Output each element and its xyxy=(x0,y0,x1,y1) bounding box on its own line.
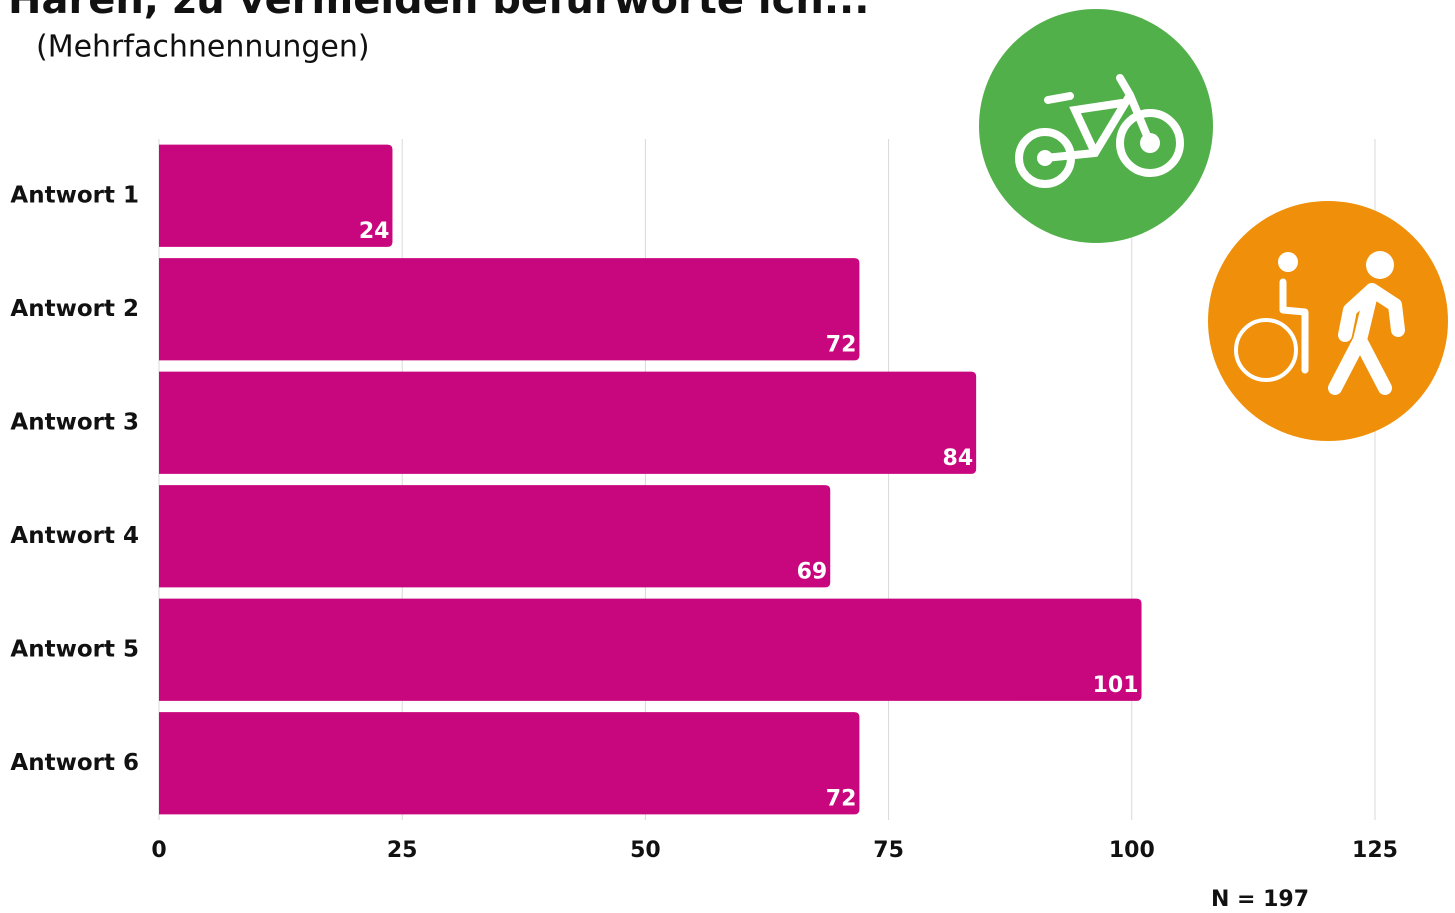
value-label: 72 xyxy=(826,786,857,811)
bike-icon xyxy=(979,9,1213,243)
value-label: 101 xyxy=(1093,673,1139,698)
pedestrian-icon xyxy=(1208,201,1448,441)
value-label: 24 xyxy=(359,219,390,244)
bar xyxy=(159,598,1142,701)
x-tick-label: 100 xyxy=(1109,838,1155,863)
bar xyxy=(159,485,831,588)
bar xyxy=(159,258,860,361)
x-tick-label: 75 xyxy=(873,838,904,863)
value-label: 69 xyxy=(797,559,828,584)
y-tick-label: Antwort 4 xyxy=(10,523,139,549)
x-tick-label: 125 xyxy=(1352,838,1398,863)
chart-title: Haren, zu vermeiden befürworte ich... xyxy=(8,0,869,23)
sample-size: N = 197 xyxy=(1211,887,1309,912)
chart-subtitle: (Mehrfachnennungen) xyxy=(36,30,370,65)
y-tick-label: Antwort 3 xyxy=(10,409,139,435)
y-tick-label: Antwort 2 xyxy=(10,296,139,322)
x-tick-label: 0 xyxy=(151,838,166,863)
y-tick-label: Antwort 6 xyxy=(10,750,139,776)
bar xyxy=(159,712,860,815)
value-label: 84 xyxy=(943,446,974,471)
bar xyxy=(159,144,393,247)
x-tick-label: 50 xyxy=(630,838,661,863)
y-tick-label: Antwort 1 xyxy=(10,182,139,208)
y-tick-label: Antwort 5 xyxy=(10,636,139,662)
x-tick-label: 25 xyxy=(387,838,418,863)
plot: 0 25 50 75 100 125 Antwort 1 24 Antwort 2 72 Antwo… xyxy=(10,139,1398,863)
bar xyxy=(159,371,977,474)
value-label: 72 xyxy=(826,332,857,357)
